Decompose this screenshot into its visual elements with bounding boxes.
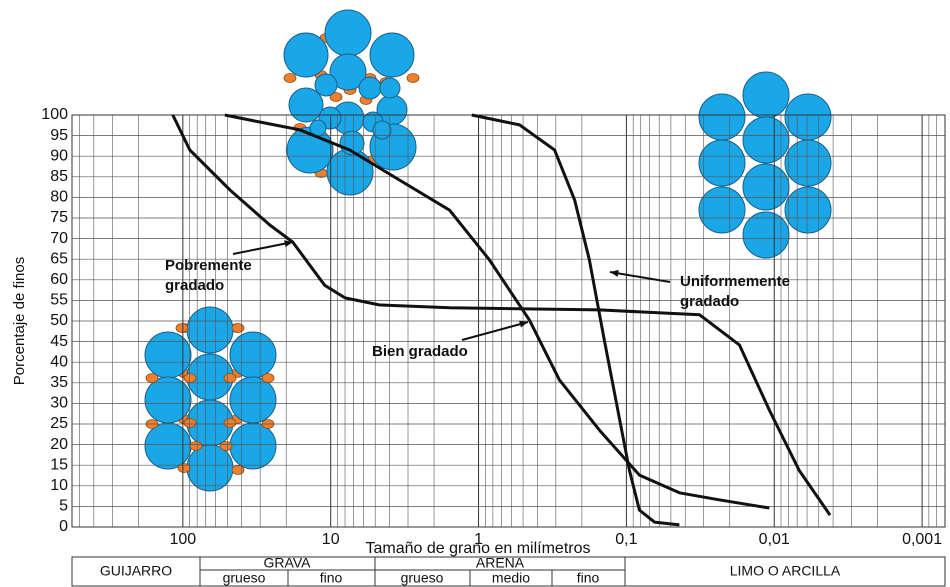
curve <box>471 113 680 527</box>
x-tick-label: 100 <box>169 531 196 548</box>
fine-particle <box>177 463 191 473</box>
x-tick-label: 0,01 <box>759 531 790 548</box>
table-cell: grueso <box>401 570 444 586</box>
y-tick-label: 60 <box>50 271 68 288</box>
annotation: Uniformemente <box>680 273 790 290</box>
y-tick-label: 40 <box>50 353 68 370</box>
particle <box>144 376 192 424</box>
annotation: Pobremente <box>165 257 252 274</box>
y-tick-label: 0 <box>59 518 68 535</box>
particle <box>329 53 367 91</box>
table-cell: fino <box>577 570 600 586</box>
annotation: Bien gradado <box>372 343 468 360</box>
x-axis-label: Tamaño de grano en milímetros <box>366 540 591 557</box>
particle <box>144 331 192 379</box>
y-tick-label: 70 <box>50 230 68 247</box>
particle <box>742 163 790 211</box>
y-tick-label: 10 <box>50 477 68 494</box>
fine-particle <box>189 441 203 451</box>
particle <box>288 87 324 123</box>
y-tick-label: 5 <box>59 498 68 515</box>
x-tick-label: 0,001 <box>902 531 942 548</box>
fine-particle <box>231 323 245 333</box>
table-cell: GRAVA <box>264 555 312 571</box>
fine-particle <box>231 465 245 475</box>
x-tick-label: 1 <box>474 531 483 548</box>
particle <box>186 444 234 492</box>
particle <box>742 116 790 164</box>
particle <box>784 139 832 187</box>
table-cell: LIMO O ARCILLA <box>730 563 841 579</box>
plot-frame <box>71 114 946 528</box>
particle <box>283 32 329 78</box>
fine-particle <box>329 92 343 102</box>
y-tick-label: 95 <box>50 127 68 144</box>
y-tick-label: 15 <box>50 456 68 473</box>
table-cell: grueso <box>223 570 266 586</box>
curve <box>224 113 770 510</box>
table-cell: medio <box>492 570 530 586</box>
x-tick-label: 10 <box>322 531 340 548</box>
fine-particle <box>261 373 275 383</box>
annotation-arrow <box>461 321 529 341</box>
particle <box>229 331 277 379</box>
particle <box>144 422 192 470</box>
fine-particle <box>223 418 237 428</box>
y-tick-label: 20 <box>50 436 68 453</box>
y-tick-label: 90 <box>50 147 68 164</box>
fine-particle <box>283 73 297 83</box>
annotation-arrow <box>609 271 671 283</box>
soil-table <box>71 556 946 587</box>
fine-particle <box>183 418 197 428</box>
table-cell: ARENA <box>476 555 525 571</box>
table-frame <box>71 556 946 587</box>
particle <box>314 73 338 97</box>
y-tick-label: 25 <box>50 415 68 432</box>
annotation: gradado <box>165 277 224 294</box>
curve <box>171 114 832 516</box>
y-tick-label: 50 <box>50 312 68 329</box>
x-tick-label: 0,1 <box>615 531 637 548</box>
arrow-head <box>284 240 293 248</box>
particle <box>784 186 832 234</box>
particle <box>229 422 277 470</box>
fine-particle <box>145 373 159 383</box>
particle <box>324 9 372 57</box>
table-cell: fino <box>320 570 343 586</box>
y-tick-label: 100 <box>41 106 68 123</box>
particle-illustrations <box>144 9 832 492</box>
particle <box>369 32 415 78</box>
particle <box>698 186 746 234</box>
y-tick-label: 35 <box>50 374 68 391</box>
fine-particle <box>183 373 197 383</box>
y-tick-label: 85 <box>50 168 68 185</box>
arrow-head <box>519 320 528 328</box>
particle <box>742 211 790 259</box>
fine-particle <box>223 373 237 383</box>
fine-particle <box>406 73 420 83</box>
y-tick-label: 75 <box>50 209 68 226</box>
particle <box>698 139 746 187</box>
y-tick-label: 65 <box>50 250 68 267</box>
particle <box>229 376 277 424</box>
fine-particle <box>175 323 189 333</box>
particle <box>186 306 234 354</box>
annotation: gradado <box>680 293 739 310</box>
annotation-arrow <box>232 241 294 255</box>
particle <box>372 120 392 140</box>
particle <box>784 93 832 141</box>
y-tick-label: 30 <box>50 395 68 412</box>
arrow-head <box>610 269 619 277</box>
table-cell: GUIJARRO <box>100 563 172 579</box>
y-tick-label: 45 <box>50 333 68 350</box>
y-tick-label: 80 <box>50 189 68 206</box>
fine-particle <box>219 441 233 451</box>
particle <box>358 76 382 100</box>
particle <box>379 77 401 99</box>
y-axis-label: Porcentaje de finos <box>11 257 28 385</box>
particle <box>698 93 746 141</box>
particle <box>742 71 790 119</box>
y-tick-label: 55 <box>50 292 68 309</box>
